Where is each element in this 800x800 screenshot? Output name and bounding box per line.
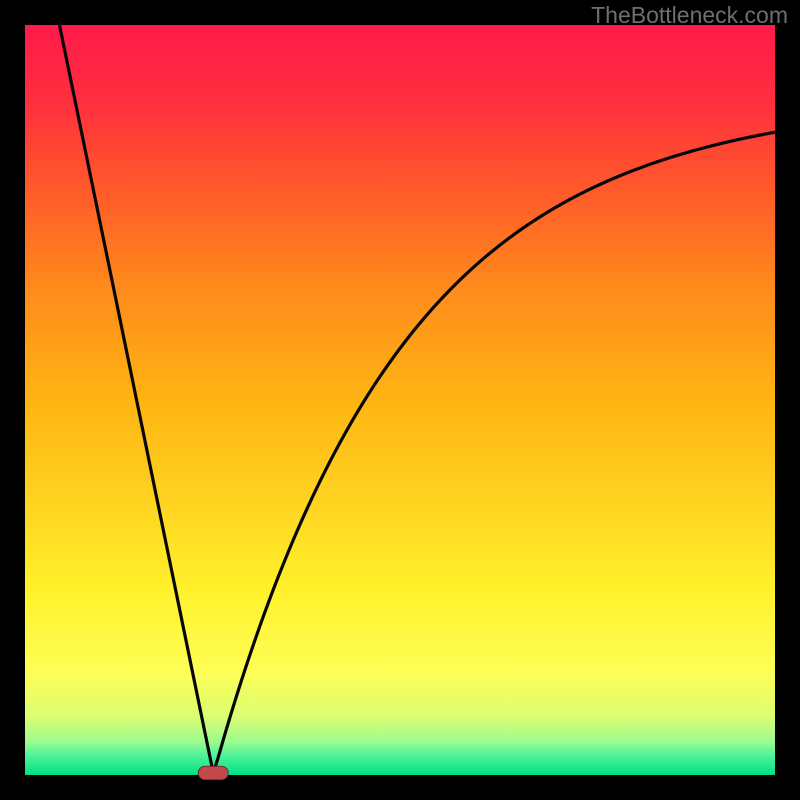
chart-stage: TheBottleneck.com	[0, 0, 800, 800]
minimum-marker	[198, 766, 228, 780]
bottleneck-chart-svg	[0, 0, 800, 800]
watermark-text: TheBottleneck.com	[591, 2, 788, 29]
